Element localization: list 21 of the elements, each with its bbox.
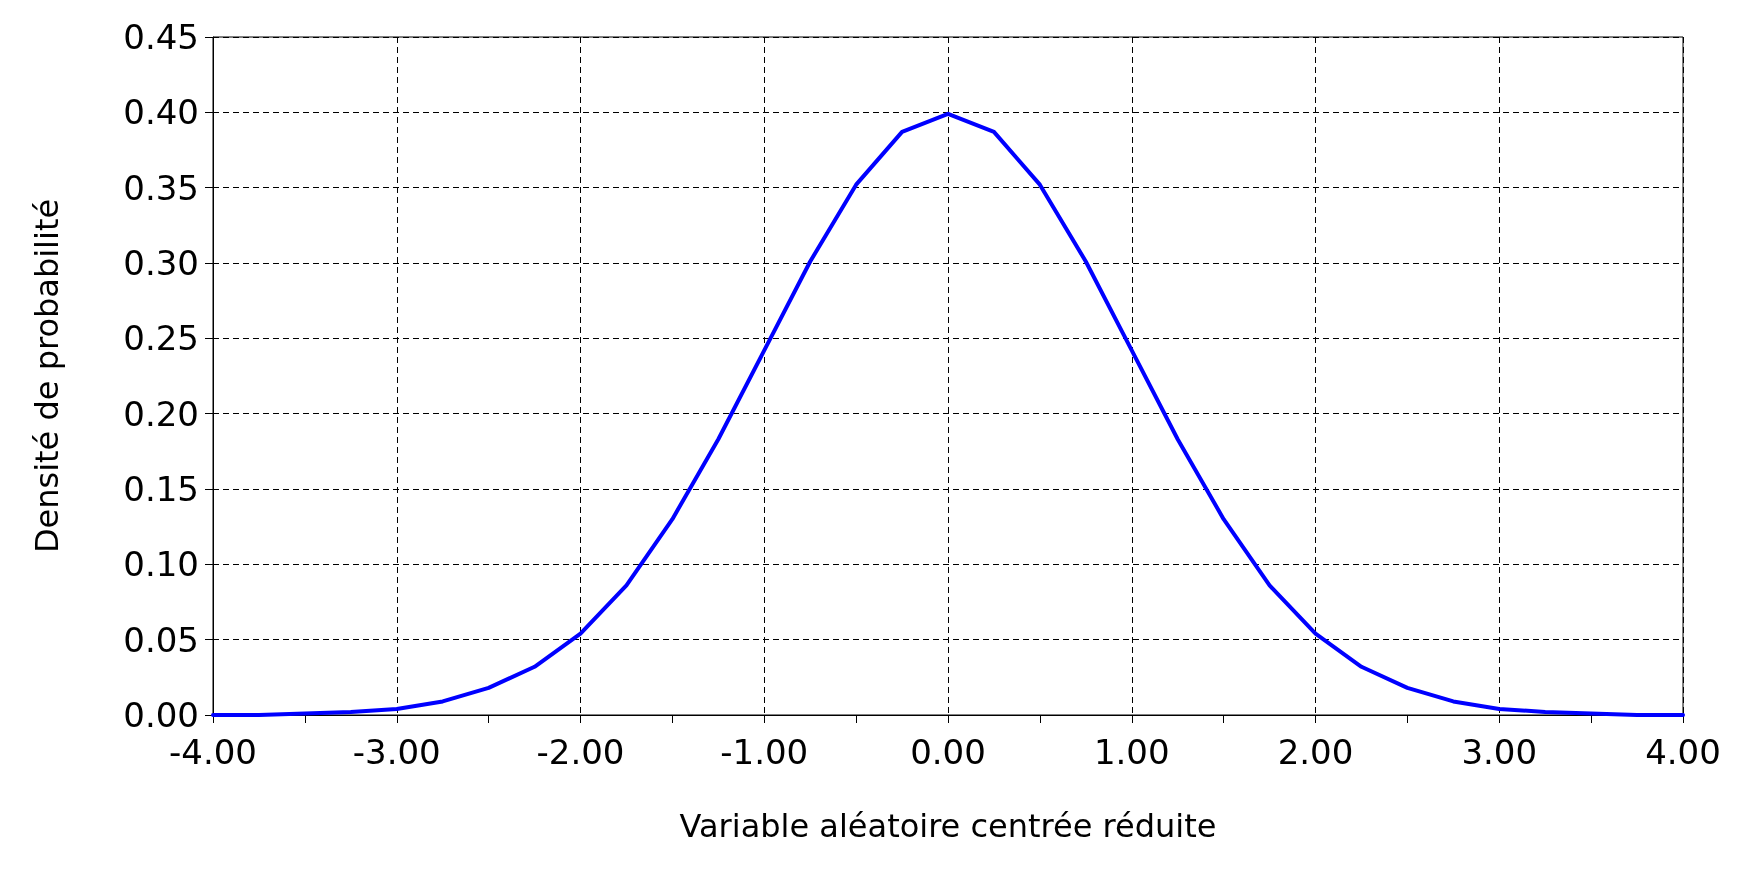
x-tick-label: -2.00 — [536, 732, 625, 772]
y-tick-label: 0.20 — [123, 393, 199, 434]
x-tick-label: -1.00 — [720, 732, 809, 772]
x-axis-title: Variable aléatoire centrée réduite — [679, 807, 1217, 845]
y-tick-label: 0.45 — [123, 17, 199, 57]
x-tick-label: 2.00 — [1277, 732, 1354, 772]
y-tick-label: 0.05 — [123, 619, 199, 660]
y-axis-title: Densité de probabilité — [28, 198, 66, 554]
y-tick-label: 0.00 — [123, 695, 199, 735]
y-tick-label: 0.30 — [123, 243, 199, 283]
x-tick-label: 1.00 — [1093, 732, 1170, 772]
y-tick-label: 0.35 — [123, 167, 199, 208]
x-tick-label: -4.00 — [169, 732, 257, 772]
x-tick-label: -3.00 — [352, 732, 441, 772]
x-tick-label: 4.00 — [1645, 732, 1721, 772]
y-tick-label: 0.40 — [123, 92, 199, 133]
x-tick-label: 3.00 — [1461, 732, 1538, 772]
y-tick-label: 0.15 — [123, 469, 199, 509]
y-tick-label: 0.25 — [123, 318, 199, 359]
y-tick-label: 0.10 — [123, 544, 199, 585]
x-tick-label: 0.00 — [910, 732, 986, 772]
